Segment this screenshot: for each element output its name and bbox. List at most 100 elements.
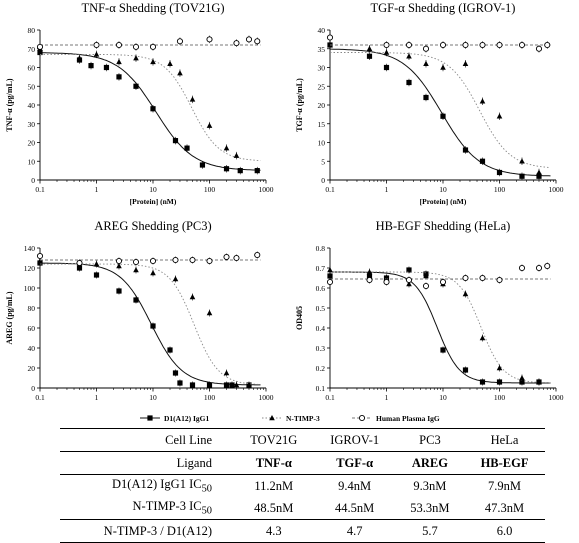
- x-tick-label: 100: [494, 185, 506, 194]
- data-point: [496, 276, 503, 284]
- data-point: [206, 122, 213, 128]
- x-tick-label: 100: [204, 393, 216, 400]
- data-point: [76, 259, 83, 267]
- data-point: [366, 53, 373, 59]
- table-cell: 53.3nM: [410, 500, 450, 515]
- data-point: [536, 169, 542, 175]
- data-point: [462, 41, 469, 49]
- data-point: [326, 34, 334, 41]
- data-point: [223, 145, 230, 151]
- y-tick-label: 20: [28, 139, 36, 148]
- fit-curve: [40, 53, 261, 162]
- data-point: [327, 267, 333, 273]
- y-axis-label: TGF-α (pg/mL): [295, 78, 304, 132]
- data-point: [149, 43, 157, 50]
- data-point: [366, 269, 373, 275]
- data-point: [223, 382, 230, 388]
- y-tick-label: 80: [28, 304, 36, 313]
- y-tick-label: 35: [318, 45, 326, 54]
- data-point: [479, 41, 486, 49]
- data-point: [150, 58, 156, 65]
- x-axis-label: [Protein] (nM): [420, 197, 467, 206]
- data-point: [519, 379, 525, 385]
- data-point: [496, 113, 503, 119]
- data-point: [535, 264, 543, 272]
- data-point: [544, 262, 551, 270]
- data-point: [383, 278, 390, 286]
- row-label-text: N-TIMP-3 IC: [132, 499, 202, 514]
- data-point: [206, 36, 213, 43]
- y-tick-label: 120: [24, 264, 36, 273]
- table-cell: HB-EGF: [464, 451, 545, 475]
- table-cell: 7.9nM: [464, 474, 545, 497]
- x-tick-label: 10: [439, 185, 447, 194]
- data-point: [496, 365, 503, 371]
- table-header-row: Cell Line TOV21G IGROV-1 PC3 HeLa: [60, 428, 545, 452]
- row-label: Ligand: [60, 451, 234, 475]
- data-point: [189, 294, 196, 300]
- legend-marker-icon: [269, 415, 275, 421]
- data-point: [233, 254, 240, 262]
- data-point: [172, 256, 179, 264]
- y-tick-label: 0: [321, 176, 325, 185]
- fit-curve: [330, 271, 551, 384]
- table-cell: 48.5nM: [254, 500, 294, 515]
- table-row-ligand: Ligand TNF-α TGF-α AREG HB-EGF: [60, 451, 545, 475]
- table-row-d1-ic50: D1(A12) IgG1 IC50 11.2nM 9.4nM 9.3nM 7.9…: [60, 474, 545, 497]
- data-point: [93, 41, 100, 49]
- table-cell: 9.3nM: [395, 474, 465, 497]
- x-tick-label: 1000: [549, 185, 564, 194]
- data-point: [103, 64, 110, 71]
- y-tick-label: 25: [318, 82, 326, 91]
- data-point: [327, 273, 333, 279]
- data-point: [150, 323, 156, 329]
- table-cell: 6.0: [464, 519, 545, 543]
- data-point: [199, 162, 206, 168]
- y-tick-label: 20: [318, 101, 326, 110]
- x-tick-label: 1000: [549, 393, 564, 400]
- data-point: [132, 43, 140, 50]
- data-point: [519, 158, 525, 164]
- y-tick-label: 40: [318, 26, 326, 35]
- data-point: [172, 370, 179, 376]
- y-tick-label: 10: [28, 157, 36, 166]
- y-tick-label: 60: [28, 324, 36, 333]
- data-point: [233, 152, 240, 158]
- table-cell: IGROV-1: [313, 428, 396, 452]
- table-cell: TGF-α: [313, 451, 396, 475]
- data-point: [479, 379, 486, 385]
- y-tick-label: 30: [318, 64, 326, 73]
- data-point: [326, 278, 334, 286]
- x-tick-label: 1: [95, 393, 99, 400]
- data-point: [518, 264, 526, 272]
- legend-label: N-TIMP-3: [286, 414, 320, 423]
- data-point: [462, 291, 469, 297]
- data-point: [37, 258, 43, 264]
- x-tick-label: 0.1: [35, 185, 45, 194]
- data-point: [76, 265, 83, 271]
- chart-tgf-shedding-igrov-1: TGF-α Shedding (IGROV-1) 0 5 10 15 20 25 30 35 40…: [295, 1, 564, 206]
- data-point: [237, 168, 243, 174]
- legend-item-human-plasma-igg: Human Plasma IgG: [352, 414, 440, 423]
- y-axis-label: OD405: [295, 306, 304, 330]
- data-point: [133, 267, 139, 273]
- legend-item-n-timp-3: N-TIMP-3: [262, 414, 320, 423]
- data-point: [115, 257, 123, 265]
- table-cell: TOV21G: [234, 428, 314, 452]
- data-point: [36, 252, 44, 260]
- row-label: Cell Line: [60, 428, 234, 452]
- legend-label: D1(A12) IgG1: [164, 414, 209, 423]
- data-point: [93, 272, 100, 278]
- row-label: N-TIMP-3 IC50: [60, 497, 234, 520]
- data-point: [150, 270, 156, 276]
- x-tick-label: 1: [95, 185, 99, 194]
- data-point: [206, 310, 213, 316]
- ic50-table: Cell Line TOV21G IGROV-1 PC3 HeLa Ligand…: [60, 428, 545, 543]
- series-n-timp-3: [37, 257, 261, 389]
- data-point: [479, 158, 486, 164]
- data-point: [133, 83, 139, 89]
- y-tick-label: 70: [28, 45, 36, 54]
- data-point: [184, 145, 190, 151]
- data-point: [496, 169, 503, 176]
- x-tick-label: 10: [149, 393, 157, 400]
